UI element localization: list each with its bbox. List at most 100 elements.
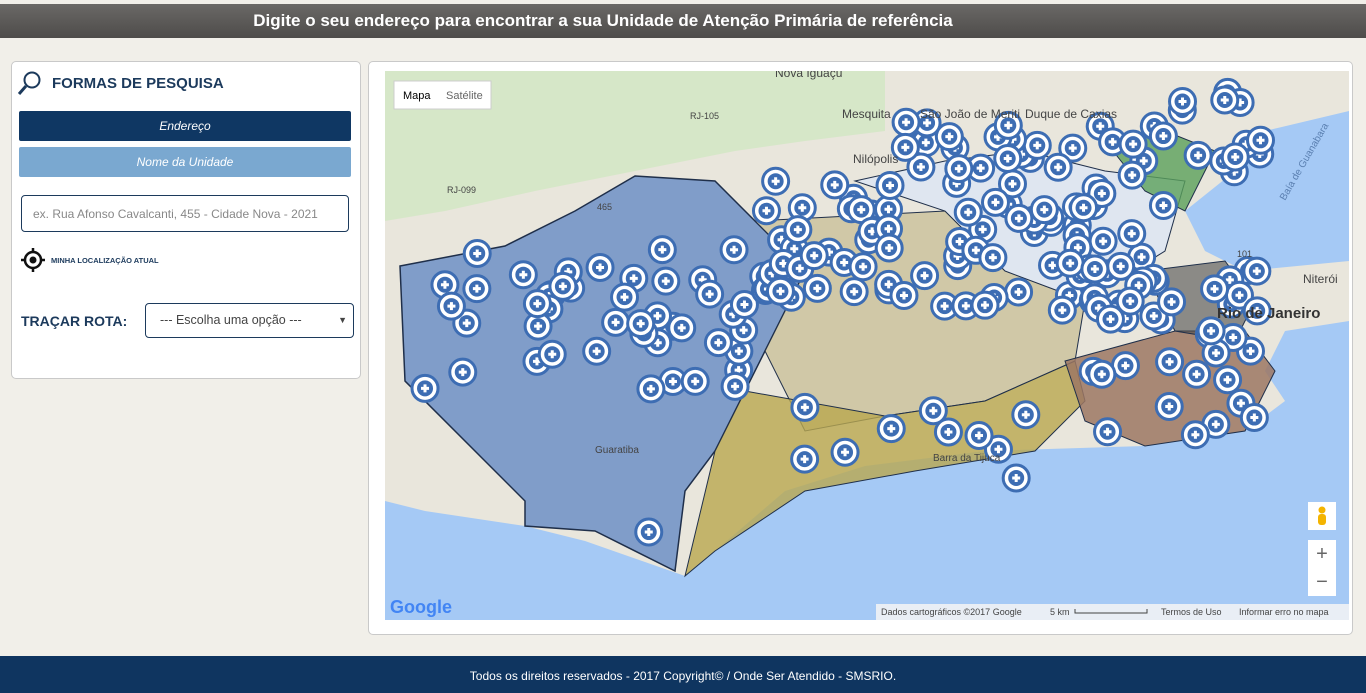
address-button[interactable]: Endereço [19, 111, 351, 141]
health-unit-marker[interactable] [582, 336, 612, 366]
health-unit-marker[interactable] [918, 396, 948, 426]
health-unit-marker[interactable] [719, 235, 749, 265]
health-unit-marker[interactable] [1004, 277, 1034, 307]
health-unit-marker[interactable] [1115, 286, 1145, 316]
health-unit-marker[interactable] [761, 166, 791, 196]
map[interactable]: Nova Iguaçu São João de Meriti Duque de … [385, 71, 1349, 620]
health-unit-marker[interactable] [790, 444, 820, 474]
health-unit-marker[interactable] [658, 366, 688, 396]
health-unit-marker[interactable] [1157, 287, 1187, 317]
map-type-satellite[interactable]: Satélite [446, 90, 483, 102]
zoom-out[interactable]: − [1316, 571, 1328, 593]
health-unit-marker[interactable] [695, 279, 725, 309]
health-unit-marker[interactable] [1246, 125, 1276, 155]
health-unit-marker[interactable] [889, 281, 919, 311]
health-unit-marker[interactable] [1210, 85, 1240, 115]
health-unit-marker[interactable] [839, 277, 869, 307]
health-unit-marker[interactable] [783, 215, 813, 245]
health-unit-marker[interactable] [667, 313, 697, 343]
health-unit-marker[interactable] [964, 420, 994, 450]
health-unit-marker[interactable] [1110, 351, 1140, 381]
health-unit-marker[interactable] [890, 132, 920, 162]
location-icon[interactable] [20, 247, 46, 273]
health-unit-marker[interactable] [1118, 129, 1148, 159]
health-unit-marker[interactable] [1093, 417, 1123, 447]
health-unit-marker[interactable] [934, 122, 964, 152]
health-unit-marker[interactable] [651, 266, 681, 296]
health-unit-marker[interactable] [765, 276, 795, 306]
health-unit-marker[interactable] [1155, 347, 1185, 377]
health-unit-marker[interactable] [626, 309, 656, 339]
health-unit-marker[interactable] [1055, 248, 1085, 278]
health-unit-marker[interactable] [983, 434, 1013, 464]
unit-name-button[interactable]: Nome da Unidade [19, 147, 351, 177]
health-unit-marker[interactable] [802, 273, 832, 303]
health-unit-marker[interactable] [1201, 338, 1231, 368]
health-unit-marker[interactable] [820, 170, 850, 200]
health-unit-marker[interactable] [1117, 219, 1147, 249]
health-unit-marker[interactable] [953, 197, 983, 227]
health-unit-marker[interactable] [585, 252, 615, 282]
health-unit-marker[interactable] [966, 153, 996, 183]
health-unit-marker[interactable] [874, 233, 904, 263]
health-unit-marker[interactable] [1183, 140, 1213, 170]
health-unit-marker[interactable] [610, 282, 640, 312]
health-unit-marker[interactable] [1001, 463, 1031, 493]
health-unit-marker[interactable] [1088, 226, 1118, 256]
health-unit-marker[interactable] [430, 270, 460, 300]
terms-link[interactable]: Termos de Uso [1161, 607, 1222, 617]
health-unit-marker[interactable] [1047, 295, 1077, 325]
health-unit-marker[interactable] [830, 437, 860, 467]
health-unit-marker[interactable] [680, 366, 710, 396]
health-unit-marker[interactable] [1196, 316, 1226, 346]
health-unit-marker[interactable] [848, 252, 878, 282]
health-unit-marker[interactable] [891, 107, 921, 137]
health-unit-marker[interactable] [790, 392, 820, 422]
health-unit-marker[interactable] [548, 271, 578, 301]
health-unit-marker[interactable] [508, 260, 538, 290]
health-unit-marker[interactable] [875, 170, 905, 200]
health-unit-marker[interactable] [1087, 359, 1117, 389]
health-unit-marker[interactable] [1180, 420, 1210, 450]
health-unit-marker[interactable] [1022, 130, 1052, 160]
route-select[interactable]: --- Escolha uma opção --- ▼ [145, 303, 354, 338]
health-unit-marker[interactable] [980, 187, 1010, 217]
health-unit-marker[interactable] [1148, 191, 1178, 221]
health-unit-marker[interactable] [720, 371, 750, 401]
health-unit-marker[interactable] [1236, 336, 1266, 366]
health-unit-marker[interactable] [829, 248, 859, 278]
health-unit-marker[interactable] [601, 307, 631, 337]
health-unit-marker[interactable] [993, 110, 1023, 140]
health-unit-marker[interactable] [1106, 251, 1136, 281]
health-unit-marker[interactable] [537, 339, 567, 369]
health-unit-marker[interactable] [1087, 178, 1117, 208]
health-unit-marker[interactable] [1080, 254, 1110, 284]
health-unit-marker[interactable] [729, 289, 759, 319]
health-unit-marker[interactable] [1058, 133, 1088, 163]
report-link[interactable]: Informar erro no mapa [1239, 607, 1329, 617]
health-unit-marker[interactable] [1242, 256, 1272, 286]
health-unit-marker[interactable] [462, 274, 492, 304]
health-unit-marker[interactable] [703, 328, 733, 358]
health-unit-marker[interactable] [951, 291, 981, 321]
health-unit-marker[interactable] [1029, 195, 1059, 225]
health-unit-marker[interactable] [1200, 274, 1230, 304]
health-unit-marker[interactable] [970, 290, 1000, 320]
health-unit-marker[interactable] [978, 243, 1008, 273]
health-unit-marker[interactable] [636, 374, 666, 404]
health-unit-marker[interactable] [410, 373, 440, 403]
health-unit-marker[interactable] [799, 241, 829, 271]
health-unit-marker[interactable] [1043, 152, 1073, 182]
address-input[interactable]: ex. Rua Afonso Cavalcanti, 455 - Cidade … [21, 195, 349, 232]
health-unit-marker[interactable] [993, 144, 1023, 174]
health-unit-marker[interactable] [1095, 304, 1125, 334]
health-unit-marker[interactable] [647, 235, 677, 265]
health-unit-marker[interactable] [944, 154, 974, 184]
health-unit-marker[interactable] [751, 196, 781, 226]
health-unit-marker[interactable] [846, 195, 876, 225]
health-unit-marker[interactable] [436, 291, 466, 321]
location-link[interactable]: MINHA LOCALIZAÇÃO ATUAL [51, 256, 159, 265]
zoom-in[interactable]: + [1316, 543, 1328, 565]
health-unit-marker[interactable] [523, 311, 553, 341]
health-unit-marker[interactable] [1239, 403, 1269, 433]
